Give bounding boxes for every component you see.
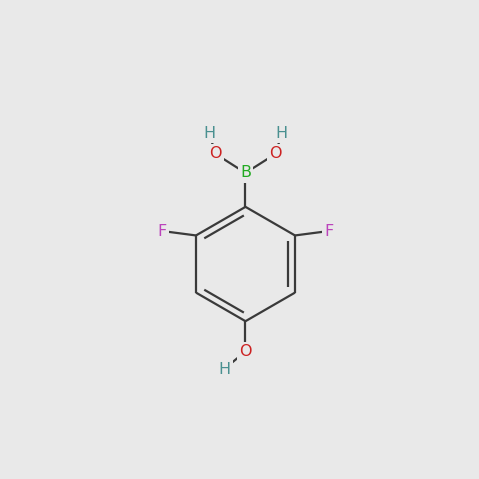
Text: H: H: [275, 125, 288, 141]
Text: H: H: [203, 125, 216, 141]
Text: F: F: [158, 224, 167, 239]
Text: B: B: [240, 165, 251, 181]
Text: O: O: [209, 146, 221, 161]
Text: O: O: [270, 146, 282, 161]
Text: O: O: [239, 344, 252, 359]
Text: H: H: [218, 362, 230, 376]
Text: F: F: [324, 224, 333, 239]
